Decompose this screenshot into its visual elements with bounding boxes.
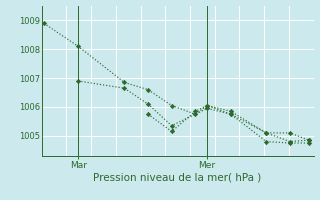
X-axis label: Pression niveau de la mer( hPa ): Pression niveau de la mer( hPa )	[93, 173, 262, 183]
